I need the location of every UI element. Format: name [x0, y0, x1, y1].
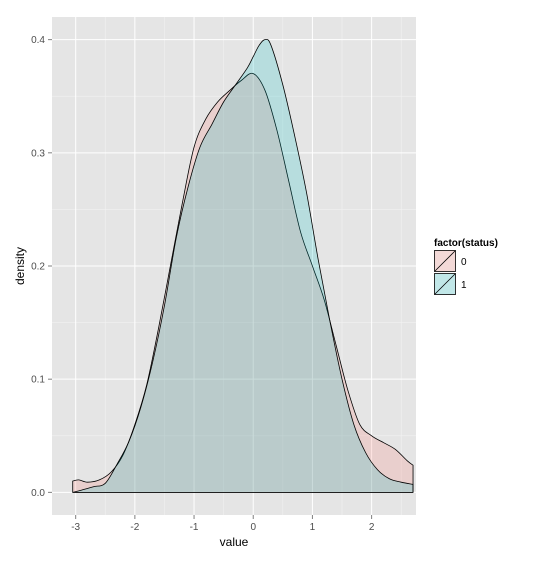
x-tick-label: 0	[250, 522, 256, 533]
x-tick-label: 1	[310, 522, 316, 533]
y-tick-label: 0.1	[31, 375, 45, 386]
density-areas	[72, 39, 414, 493]
x-tick-label: -1	[190, 522, 199, 533]
legend-key-slash	[434, 273, 456, 295]
x-tick-label: -2	[130, 522, 139, 533]
density-area-status-0	[72, 72, 414, 493]
density-area-status-1	[72, 39, 414, 493]
legend-label: 1	[461, 280, 467, 291]
legend-key-slash	[434, 250, 456, 272]
legend-title: factor(status)	[434, 238, 498, 249]
y-tick-label: 0.0	[31, 488, 45, 499]
legend-items: 01	[433, 249, 467, 296]
y-tick-label: 0.3	[31, 148, 45, 159]
y-tick-label: 0.4	[31, 35, 45, 46]
x-axis-title: value	[220, 535, 249, 549]
x-tick-label: 2	[369, 522, 375, 533]
x-axis-ticks: -3 -2 -1 0 1 2	[71, 515, 375, 533]
y-axis-title: density	[13, 247, 27, 285]
y-tick-label: 0.2	[31, 262, 45, 273]
legend-item-status-0: 0	[433, 249, 467, 273]
legend-label: 0	[461, 257, 467, 268]
x-tick-label: -3	[71, 522, 80, 533]
legend-item-status-1: 1	[433, 272, 467, 296]
y-axis-ticks: 0.0 0.1 0.2 0.3 0.4	[31, 35, 52, 499]
legend: factor(status) 01	[433, 238, 498, 296]
